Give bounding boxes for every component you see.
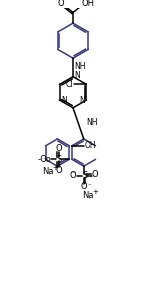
Text: Na: Na — [82, 191, 93, 200]
Text: O: O — [57, 0, 64, 8]
Text: OH: OH — [81, 0, 94, 8]
Text: ⁻: ⁻ — [88, 184, 91, 190]
Text: +: + — [92, 190, 98, 195]
Text: ⁻o: ⁻o — [42, 155, 51, 164]
Text: Na: Na — [42, 167, 54, 176]
Text: -O: -O — [38, 155, 48, 164]
Text: O: O — [55, 166, 62, 175]
Text: OH: OH — [85, 141, 96, 150]
Text: O: O — [55, 144, 62, 153]
Text: S: S — [82, 171, 87, 180]
Text: N: N — [74, 71, 80, 80]
Text: O: O — [70, 171, 76, 180]
Text: O: O — [80, 182, 87, 191]
Text: O: O — [91, 170, 98, 179]
Text: N: N — [79, 96, 85, 105]
Text: S: S — [57, 155, 62, 164]
Text: +: + — [53, 165, 59, 171]
Text: NH: NH — [86, 118, 97, 127]
Text: ⁻: ⁻ — [71, 171, 75, 177]
Text: Cl: Cl — [65, 80, 73, 89]
Text: NH: NH — [74, 62, 86, 71]
Text: N: N — [62, 96, 67, 105]
